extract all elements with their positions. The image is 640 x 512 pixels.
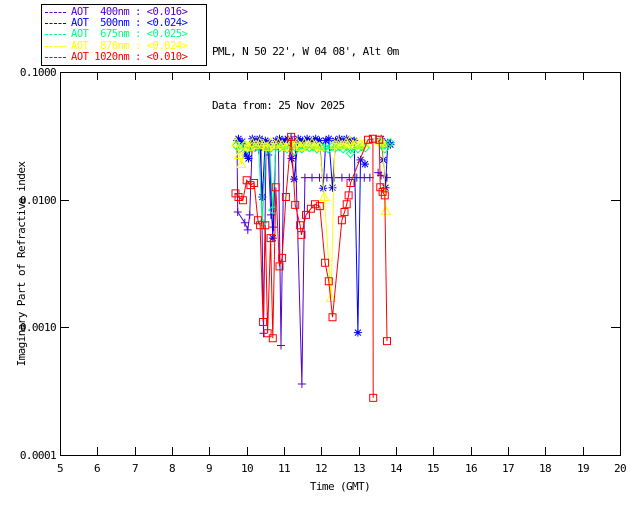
header-site-line: PML, N 50 22', W 04 08', Alt 0m xyxy=(212,45,399,58)
legend-row-400nm: AOT 400nm : <0.016> xyxy=(45,7,203,18)
series-line xyxy=(238,137,391,333)
series-aot-400nm xyxy=(233,132,391,388)
y-tick-label: 0.0001 xyxy=(20,449,56,462)
x-tick-label: 19 xyxy=(577,462,589,475)
legend-dash-icon xyxy=(45,56,66,58)
legend-label: AOT 870nm : <0.024> xyxy=(71,39,188,52)
legend-row-870nm: AOT 870nm : <0.024> xyxy=(45,39,203,52)
y-tick-label: 0.0010 xyxy=(20,321,56,334)
series-markers-square xyxy=(231,132,391,402)
legend-row-675nm: AOT 675nm : <0.025> xyxy=(45,29,203,40)
plot-frame xyxy=(60,72,621,456)
series-layer xyxy=(230,132,396,402)
x-tick-label: 20 xyxy=(614,462,626,475)
series-markers-plus xyxy=(233,132,391,388)
x-tick-label: 12 xyxy=(315,462,327,475)
legend-label: AOT 500nm : <0.024> xyxy=(71,17,188,30)
series-aot-500nm xyxy=(234,134,395,337)
x-tick-label: 14 xyxy=(390,462,403,475)
x-tick-label: 16 xyxy=(465,462,477,475)
x-tick-label: 5 xyxy=(57,462,63,475)
header-date-line: Data from: 25 Nov 2025 xyxy=(212,99,345,112)
header: PML, N 50 22', W 04 08', Alt 0m Data fro… xyxy=(212,7,399,151)
legend-row-500nm: AOT 500nm : <0.024> xyxy=(45,18,203,29)
series-aot-870nm xyxy=(230,135,392,302)
legend-box: AOT 400nm : <0.016> AOT 500nm : <0.024> AO… xyxy=(41,4,207,66)
series-aot-1020nm xyxy=(231,132,391,402)
axes-layer: 5 6 7 8 9 10 11 12 13 14 15 16 17 18 19 20 0.1000 0.0100 0… xyxy=(20,66,627,475)
x-tick-label: 9 xyxy=(206,462,212,475)
x-tick-label: 10 xyxy=(241,462,253,475)
series-markers-diamond xyxy=(231,137,396,228)
x-tick-label: 6 xyxy=(94,462,100,475)
x-tick-label: 7 xyxy=(132,462,138,475)
x-tick-label: 11 xyxy=(278,462,290,475)
series-markers-asterisk xyxy=(234,134,395,337)
legend-label: AOT 675nm : <0.025> xyxy=(71,28,188,41)
legend-row-1020nm: AOT 1020nm : <0.010> xyxy=(45,50,203,63)
legend-dash-icon xyxy=(45,45,66,47)
legend-label: AOT 400nm : <0.016> xyxy=(71,6,188,19)
x-tick-label: 15 xyxy=(427,462,439,475)
x-tick-label: 18 xyxy=(539,462,551,475)
x-tick-label: 13 xyxy=(353,462,365,475)
x-tick-label: 8 xyxy=(169,462,175,475)
y-axis-title: Imaginary Part of Refractive index xyxy=(15,161,28,367)
legend-dash-icon xyxy=(45,23,66,25)
legend-dash-icon xyxy=(45,34,66,36)
series-aot-675nm xyxy=(231,137,396,228)
y-tick-label: 0.0100 xyxy=(20,194,56,207)
legend-dash-icon xyxy=(45,12,66,14)
x-tick-label: 17 xyxy=(502,462,514,475)
y-tick-label: 0.1000 xyxy=(20,66,56,79)
axis-labels-layer: Time (GMT) Imaginary Part of Refractive … xyxy=(15,161,371,493)
x-axis-title: Time (GMT) xyxy=(310,480,370,493)
series-line xyxy=(235,142,391,223)
series-markers-triangle xyxy=(230,135,392,302)
legend-label: AOT 1020nm : <0.010> xyxy=(71,50,188,63)
